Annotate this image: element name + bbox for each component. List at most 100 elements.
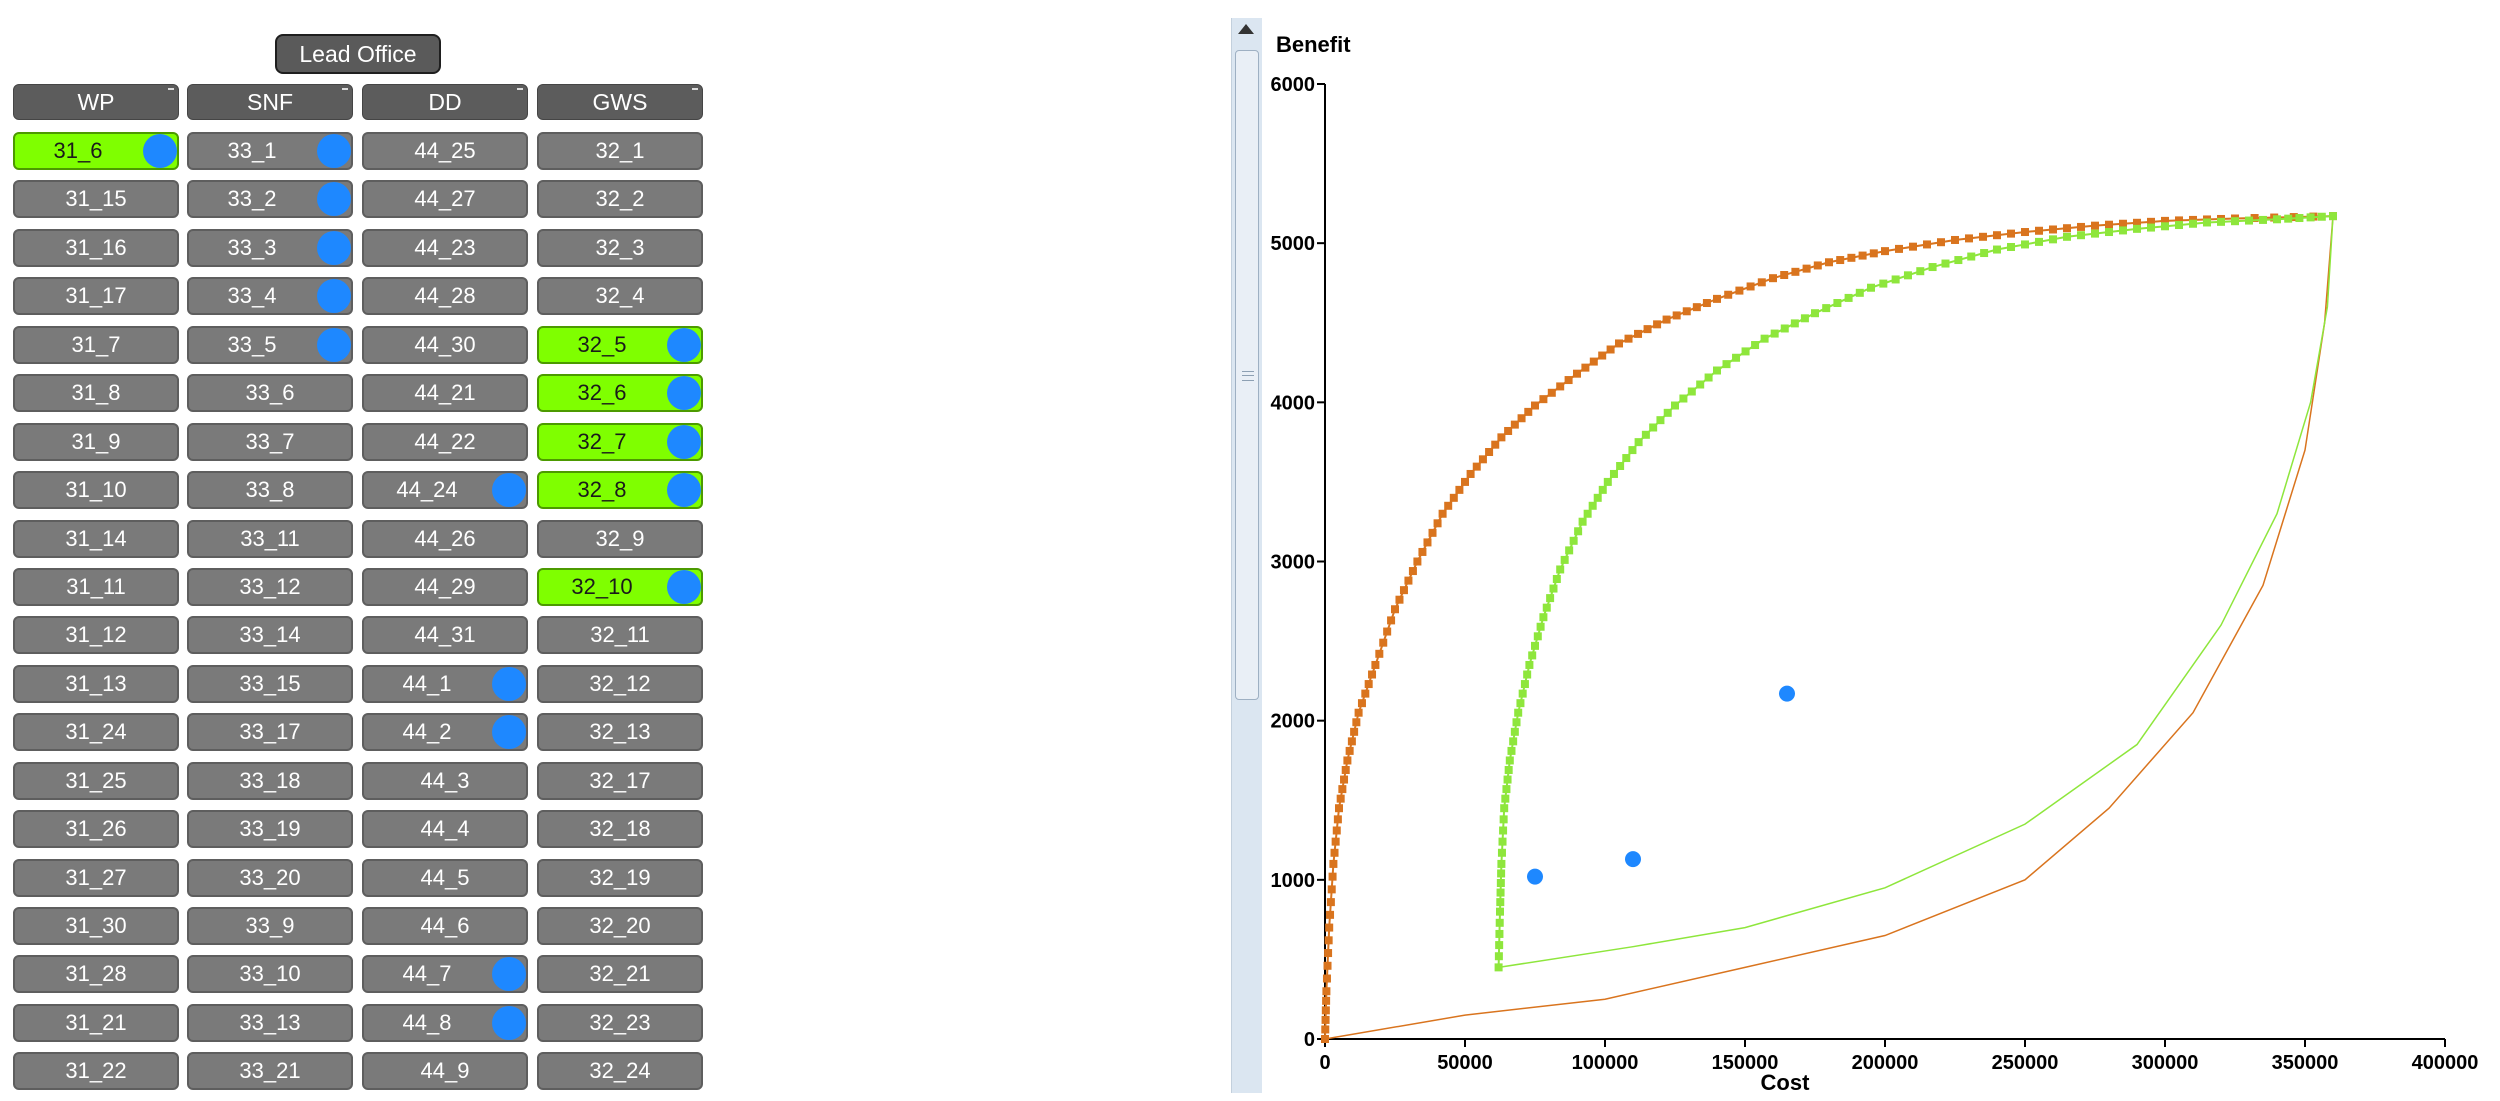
office-cell-button[interactable]: 44_22 (362, 422, 528, 461)
office-cell-button[interactable]: 31_17 (13, 277, 179, 316)
office-cell-button[interactable]: 31_11 (13, 567, 179, 606)
office-cell-button[interactable]: 31_21 (13, 1003, 179, 1042)
office-cell-button[interactable]: 33_7 (187, 422, 353, 461)
office-cell-button[interactable]: 31_30 (13, 907, 179, 945)
frontier-point (1549, 584, 1558, 593)
vertical-scrollbar[interactable] (1231, 18, 1262, 1093)
office-cell-button[interactable]: 32_19 (537, 858, 703, 897)
office-cell-button[interactable]: 33_10 (187, 955, 353, 994)
office-cell-button[interactable]: 44_7 (362, 955, 528, 994)
office-cell-button[interactable]: 31_26 (13, 810, 179, 849)
office-cell-label: 32_3 (595, 234, 645, 260)
office-cell-button[interactable]: 32_24 (537, 1052, 703, 1091)
frontier-point (2021, 228, 2029, 237)
grip-icon (1242, 371, 1254, 381)
office-cell-button[interactable]: 31_28 (13, 955, 179, 994)
office-cell-button[interactable]: 33_5 (187, 325, 353, 364)
office-cell-button[interactable]: 33_19 (187, 810, 353, 849)
office-cell-button[interactable]: 33_2 (187, 180, 353, 219)
office-cell-button[interactable]: 31_27 (13, 858, 179, 897)
office-cell-button[interactable]: 31_16 (13, 228, 179, 267)
office-cell-button[interactable]: 31_10 (13, 471, 179, 510)
office-cell-button[interactable]: 31_8 (13, 374, 179, 413)
office-cell-button[interactable]: 32_17 (537, 761, 703, 800)
office-cell-button[interactable]: 33_9 (187, 907, 353, 945)
frontier-point (1937, 238, 1945, 247)
scroll-thumb[interactable] (1235, 50, 1259, 700)
frontier-point (1326, 910, 1335, 919)
office-cell-button[interactable]: 32_8 (537, 471, 703, 510)
office-cell-button[interactable]: 44_31 (362, 616, 528, 655)
office-cell-button[interactable]: 33_6 (187, 374, 353, 413)
office-cell-button[interactable]: 31_12 (13, 616, 179, 655)
lead-office-button[interactable]: Lead Office (275, 34, 441, 74)
office-cell-button[interactable]: 31_6 (13, 132, 179, 170)
office-cell-button[interactable]: 32_10 (537, 567, 703, 606)
scroll-up-arrow-icon[interactable] (1238, 24, 1254, 34)
office-cell-button[interactable]: 31_25 (13, 761, 179, 800)
column-header-dd[interactable]: DD (362, 84, 528, 120)
office-cell-button[interactable]: 32_9 (537, 519, 703, 558)
office-cell-button[interactable]: 44_5 (362, 858, 528, 897)
office-cell-button[interactable]: 32_2 (537, 180, 703, 219)
office-cell-button[interactable]: 32_6 (537, 374, 703, 413)
office-cell-button[interactable]: 33_13 (187, 1003, 353, 1042)
office-cell-button[interactable]: 32_21 (537, 955, 703, 994)
office-cell-button[interactable]: 44_9 (362, 1052, 528, 1091)
frontier-point (1528, 651, 1537, 660)
y-tick-label: 2000 (1271, 711, 1316, 733)
office-cell-button[interactable]: 32_18 (537, 810, 703, 849)
frontier-point (1347, 737, 1356, 746)
office-cell-button[interactable]: 44_29 (362, 567, 528, 606)
column-header-wp[interactable]: WP (13, 84, 179, 120)
office-cell-button[interactable]: 32_20 (537, 907, 703, 945)
office-cell-button[interactable]: 33_12 (187, 567, 353, 606)
column-header-gws[interactable]: GWS (537, 84, 703, 120)
frontier-point (1780, 271, 1789, 279)
office-cell-button[interactable]: 33_14 (187, 616, 353, 655)
office-cell-button[interactable]: 32_12 (537, 664, 703, 703)
frontier-point (1345, 746, 1354, 755)
office-cell-button[interactable]: 44_28 (362, 277, 528, 316)
office-cell-button[interactable]: 44_30 (362, 325, 528, 364)
office-cell-button[interactable]: 44_6 (362, 907, 528, 945)
office-cell-button[interactable]: 33_20 (187, 858, 353, 897)
office-cell-button[interactable]: 33_1 (187, 132, 353, 170)
office-cell-button[interactable]: 44_1 (362, 664, 528, 703)
office-cell-button[interactable]: 44_21 (362, 374, 528, 413)
office-cell-button[interactable]: 32_3 (537, 228, 703, 267)
office-cell-button[interactable]: 32_11 (537, 616, 703, 655)
column-header-snf[interactable]: SNF (187, 84, 353, 120)
office-cell-button[interactable]: 44_8 (362, 1003, 528, 1042)
office-cell-button[interactable]: 33_15 (187, 664, 353, 703)
office-cell-button[interactable]: 44_2 (362, 713, 528, 752)
office-cell-button[interactable]: 33_3 (187, 228, 353, 267)
office-cell-button[interactable]: 32_4 (537, 277, 703, 316)
office-cell-button[interactable]: 31_24 (13, 713, 179, 752)
office-cell-button[interactable]: 44_4 (362, 810, 528, 849)
office-cell-button[interactable]: 32_13 (537, 713, 703, 752)
office-cell-button[interactable]: 33_21 (187, 1052, 353, 1091)
office-cell-button[interactable]: 44_3 (362, 761, 528, 800)
office-cell-button[interactable]: 31_22 (13, 1052, 179, 1091)
office-cell-button[interactable]: 31_7 (13, 325, 179, 364)
office-cell-button[interactable]: 33_4 (187, 277, 353, 316)
office-cell-button[interactable]: 31_14 (13, 519, 179, 558)
office-cell-button[interactable]: 44_27 (362, 180, 528, 219)
office-cell-button[interactable]: 31_13 (13, 664, 179, 703)
office-cell-button[interactable]: 32_7 (537, 422, 703, 461)
office-cell-button[interactable]: 33_11 (187, 519, 353, 558)
office-cell-button[interactable]: 33_18 (187, 761, 353, 800)
office-cell-button[interactable]: 33_17 (187, 713, 353, 752)
office-cell-button[interactable]: 44_24 (362, 471, 528, 510)
cost-benefit-chart: 0 1000 2000 3000 4000 5000 6000 0 50000 100000 150… (1271, 32, 2479, 1093)
office-cell-button[interactable]: 33_8 (187, 471, 353, 510)
office-cell-button[interactable]: 31_15 (13, 180, 179, 219)
office-cell-button[interactable]: 44_26 (362, 519, 528, 558)
office-cell-button[interactable]: 32_5 (537, 325, 703, 364)
office-cell-button[interactable]: 31_9 (13, 422, 179, 461)
office-cell-button[interactable]: 32_1 (537, 132, 703, 170)
office-cell-button[interactable]: 44_23 (362, 228, 528, 267)
office-cell-button[interactable]: 32_23 (537, 1003, 703, 1042)
office-cell-button[interactable]: 44_25 (362, 132, 528, 170)
